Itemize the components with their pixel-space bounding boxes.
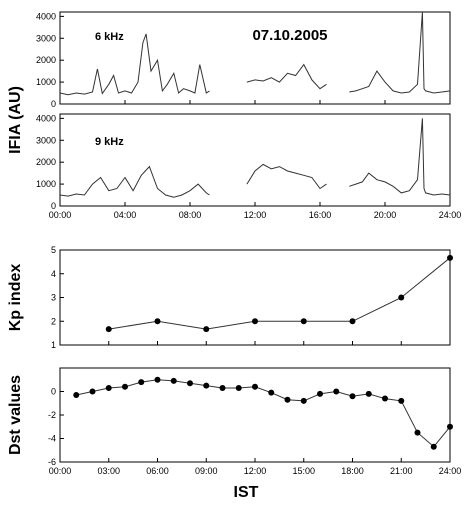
panel-3-ytick-label: 3 [51, 293, 56, 303]
panel-2-ytick-label: 3000 [36, 135, 56, 145]
panel-4-data-point [414, 429, 421, 436]
panel-1-frequency-label: 6 kHz [95, 31, 124, 43]
panel-4-data-point [447, 423, 453, 430]
x-axis-label: IST [234, 484, 259, 501]
panel-4-xtick-label: 24:00 [439, 466, 462, 476]
panel-2-ytick-label: 4000 [36, 113, 56, 123]
panel-4-data-point [154, 376, 161, 383]
panel-4-data-point [138, 379, 145, 386]
panel-4-data-point [300, 397, 307, 404]
panel-1-ytick-label: 3000 [36, 33, 56, 43]
panel-1-ytick-label: 2000 [36, 55, 56, 65]
panel-4-ytick-label: -6 [48, 457, 56, 467]
panel-4-data-point [268, 389, 275, 396]
panel-4-data-point [252, 383, 258, 390]
panel-4-data-point [382, 395, 388, 402]
panel-3-data-point [105, 326, 112, 333]
date-label: 07.10.2005 [252, 27, 327, 44]
panel-4-ytick-label: -4 [48, 434, 56, 444]
panel-4-data-point [203, 382, 210, 389]
panel-4-data-point [122, 383, 128, 390]
panel-2-frame [59, 113, 451, 207]
panel-1-frame [59, 11, 451, 105]
panel-2-xtick-label: 20:00 [374, 210, 397, 220]
panel-3-y-axis-label: Kp index [7, 264, 24, 332]
panel-4-frame [59, 367, 451, 463]
panel-3-frame [59, 249, 451, 346]
panel-2-ytick-label: 2000 [36, 157, 56, 167]
panel-3-data-point [349, 318, 356, 325]
ifia-y-axis-label: IFIA (AU) [7, 86, 24, 154]
panel-1-series-segment-3 [349, 11, 451, 94]
panel-4-data-point [284, 396, 291, 403]
panel-4-data-point [105, 384, 112, 391]
panel-4-data-point [89, 388, 96, 395]
panel-2-xtick-label: 00:00 [49, 210, 72, 220]
panel-1-ytick-label: 1000 [36, 77, 56, 87]
panel-4-xtick-label: 15:00 [292, 466, 315, 476]
panel-4-data-point [235, 384, 242, 391]
panel-4-data-point [187, 380, 193, 387]
panel-2-xtick-label: 04:00 [114, 210, 137, 220]
panel-2-xtick-label: 16:00 [309, 210, 332, 220]
panel-2-xtick-label: 12:00 [244, 210, 267, 220]
panel-4-data-point [349, 393, 356, 400]
panel-3-ytick-label: 4 [51, 269, 56, 279]
panel-4-xtick-label: 09:00 [195, 466, 218, 476]
panel-2-ytick-label: 0 [51, 201, 56, 211]
panel-3-data-point [154, 318, 161, 325]
panel-4-data-point [219, 384, 226, 391]
panel-1-series-segment-2 [246, 63, 327, 90]
panel-4-xtick-label: 21:00 [390, 466, 413, 476]
panel-4-xtick-label: 18:00 [341, 466, 364, 476]
panel-1-series-segment-1 [59, 33, 210, 96]
panel-2-series-segment-3 [349, 118, 451, 196]
panel-2-xtick-label: 24:00 [439, 210, 462, 220]
panel-4-data-point [317, 390, 323, 397]
panel-4-data-point [365, 390, 372, 397]
panel-4-ytick-label: 0 [51, 387, 56, 397]
panel-4-xtick-label: 03:00 [97, 466, 120, 476]
panel-1-ytick-label: 0 [51, 99, 56, 109]
panel-2-series-segment-1 [59, 165, 210, 198]
panel-2-xtick-label: 08:00 [179, 210, 202, 220]
panel-4-data-point [170, 377, 177, 384]
panel-3-data-point [398, 294, 405, 301]
panel-3-data-point [252, 318, 258, 325]
panel-4-y-axis-label: Dst values [7, 375, 24, 455]
panel-3-ytick-label: 1 [51, 340, 56, 350]
panel-2-frequency-label: 9 kHz [95, 136, 124, 148]
panel-2-ytick-label: 1000 [36, 179, 56, 189]
panel-3-data-point [447, 254, 453, 261]
panel-1-ytick-label: 4000 [36, 11, 56, 21]
panel-3-ytick-label: 5 [51, 245, 56, 255]
panel-4-data-point [73, 392, 80, 399]
panel-4-ytick-label: -2 [48, 410, 56, 420]
panel-4-xtick-label: 00:00 [49, 466, 72, 476]
panel-4-xtick-label: 12:00 [244, 466, 267, 476]
panel-4-data-point [398, 397, 405, 404]
panel-3-ytick-label: 2 [51, 316, 56, 326]
panel-4-xtick-label: 06:00 [146, 466, 169, 476]
panel-4-series-line [76, 379, 451, 448]
panel-4-data-point [333, 388, 340, 395]
panel-3-data-point [300, 318, 307, 325]
panel-3-series-line [108, 257, 451, 330]
panel-2-series-segment-2 [246, 163, 327, 190]
panel-3-data-point [203, 326, 210, 333]
panel-4-data-point [430, 443, 437, 450]
